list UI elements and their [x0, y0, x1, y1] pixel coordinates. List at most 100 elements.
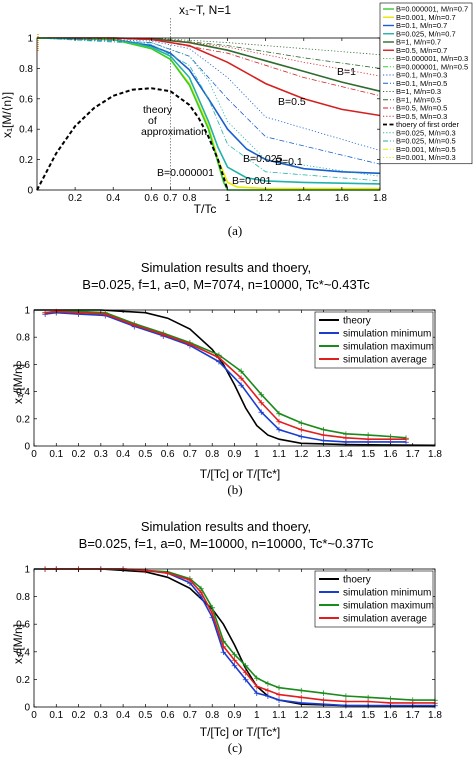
series-marker: + — [208, 604, 216, 614]
x-tick-label: 0.6 — [161, 710, 175, 721]
legend-entry-label: thoery — [343, 575, 371, 586]
x-tick-label: 1 — [254, 449, 260, 460]
series-marker: + — [387, 435, 395, 445]
panel-a-caption: (a) — [228, 223, 242, 238]
x-tick-label: 0.2 — [72, 710, 86, 721]
x-tick-label: 1 — [225, 193, 231, 204]
series-marker: + — [231, 656, 239, 666]
series-marker: + — [342, 434, 350, 444]
series-marker: + — [75, 310, 83, 320]
x-tick-label: 0.9 — [228, 710, 242, 721]
x-tick-label: 1.6 — [335, 193, 349, 204]
series-marker: + — [342, 438, 350, 448]
series-line-1 — [45, 311, 406, 443]
series-marker: + — [130, 321, 138, 331]
legend-entry-label: B=0.001, M/n=0.5 — [396, 145, 456, 154]
x-tick-label: 1.3 — [317, 449, 331, 460]
series-marker: + — [186, 340, 194, 350]
x-tick-label: 0.1 — [49, 449, 63, 460]
series-marker: + — [257, 390, 265, 400]
series-marker: + — [102, 311, 110, 321]
annotation-of: of — [148, 115, 157, 127]
series-marker: + — [275, 418, 283, 428]
y-tick-label: 0.8 — [16, 333, 30, 344]
series-marker: + — [53, 309, 61, 319]
series-marker: + — [298, 419, 306, 429]
x-tick-label: 0.5 — [138, 710, 152, 721]
series-line-0 — [34, 309, 436, 447]
y-tick-label: 0.8 — [19, 64, 33, 75]
y-tick-label: 1 — [27, 34, 33, 45]
series-marker: + — [253, 674, 261, 684]
series-line-1 — [37, 37, 381, 117]
x-tick-label: 0.8 — [205, 449, 219, 460]
x-tick-label: 0.3 — [94, 449, 108, 460]
legend-entry-label: simulation maximum — [343, 342, 434, 353]
legend-entry-label: B=0.025, M/n=0.5 — [396, 137, 456, 146]
panel-a-legend: B=0.000001, M/n=0.7B=0.001, M/n=0.7B=0.1… — [379, 2, 473, 165]
y-tick-label: 0.6 — [19, 94, 33, 105]
series-marker: + — [164, 569, 172, 579]
series-line-3 — [36, 37, 381, 185]
legend-entry-label: B=1, M/n=0.3 — [396, 87, 441, 96]
x-tick-label: 0 — [31, 449, 37, 460]
panel-b-ylabel: x₁/[M/n] — [11, 364, 25, 404]
series-marker: + — [242, 675, 250, 685]
x-tick-label: 0.3 — [94, 710, 108, 721]
panel-a-gridlines — [37, 18, 171, 190]
series-marker: + — [41, 309, 49, 319]
x-tick-label: 1.7 — [406, 710, 420, 721]
series-marker: + — [409, 699, 417, 709]
y-tick-label: 0.6 — [16, 360, 30, 371]
series-marker: + — [220, 642, 228, 652]
series-marker: + — [275, 409, 283, 419]
x-tick-label: 0.6 — [161, 449, 175, 460]
series-marker: + — [387, 695, 395, 705]
x-tick-label: 1.4 — [339, 710, 353, 721]
x-tick-label: 1.3 — [317, 710, 331, 721]
legend-entry-label: B=0.5, M/n=0.7 — [396, 46, 447, 55]
series-marker: + — [208, 613, 216, 623]
x-tick-label: 0 — [31, 710, 37, 721]
series-marker: + — [253, 682, 261, 692]
series-marker: + — [102, 310, 110, 320]
legend-entry-label: simulation average — [343, 355, 427, 366]
legend-entry-label: theory — [343, 316, 371, 327]
series-line-10 — [37, 37, 381, 77]
legend-entry-label: simulation minimum — [343, 329, 431, 340]
x-tick-label: 1 — [254, 710, 260, 721]
y-tick-label: 1 — [24, 306, 30, 317]
y-tick-label: 0 — [27, 186, 33, 197]
series-marker: + — [215, 351, 223, 361]
panel-c-caption: (c) — [228, 740, 242, 755]
series-marker: + — [298, 699, 306, 709]
legend-box — [379, 2, 473, 165]
y-tick-label: 0.2 — [16, 414, 30, 425]
legend-entry-label: B=0.1, M/n=0.7 — [396, 21, 447, 30]
y-tick-label: 0.8 — [16, 592, 30, 603]
annotation-b1: B=1 — [337, 66, 356, 78]
y-tick-label: 0.4 — [16, 387, 30, 398]
series-marker: + — [197, 593, 205, 603]
series-marker: + — [130, 322, 138, 332]
series-marker: + — [298, 432, 306, 442]
series-marker: + — [364, 697, 372, 707]
y-tick-label: 0.6 — [16, 620, 30, 631]
x-tick-label: 0.5 — [138, 449, 152, 460]
series-marker: + — [257, 408, 265, 418]
series-marker: + — [298, 686, 306, 696]
legend-entry-label: B=0.1, M/n=0.5 — [396, 79, 447, 88]
panel-b-xlabel: T/[Tc] or T/[Tc*] — [200, 467, 280, 481]
panel-a-xlabel: T/Tc — [194, 202, 217, 216]
series-marker: + — [220, 637, 228, 647]
series-marker: + — [208, 609, 216, 619]
legend-entry-label: B=0.025, M/n=0.3 — [396, 128, 456, 137]
panel-b-caption: (b) — [227, 482, 242, 497]
series-marker: + — [215, 358, 223, 368]
series-line-7 — [37, 37, 381, 69]
panel-c-xlabel: T/[Tc] or T/[Tc*] — [200, 725, 280, 739]
series-marker: + — [264, 692, 272, 702]
series-marker: + — [231, 662, 239, 672]
x-tick-label: 0.7 — [183, 449, 197, 460]
